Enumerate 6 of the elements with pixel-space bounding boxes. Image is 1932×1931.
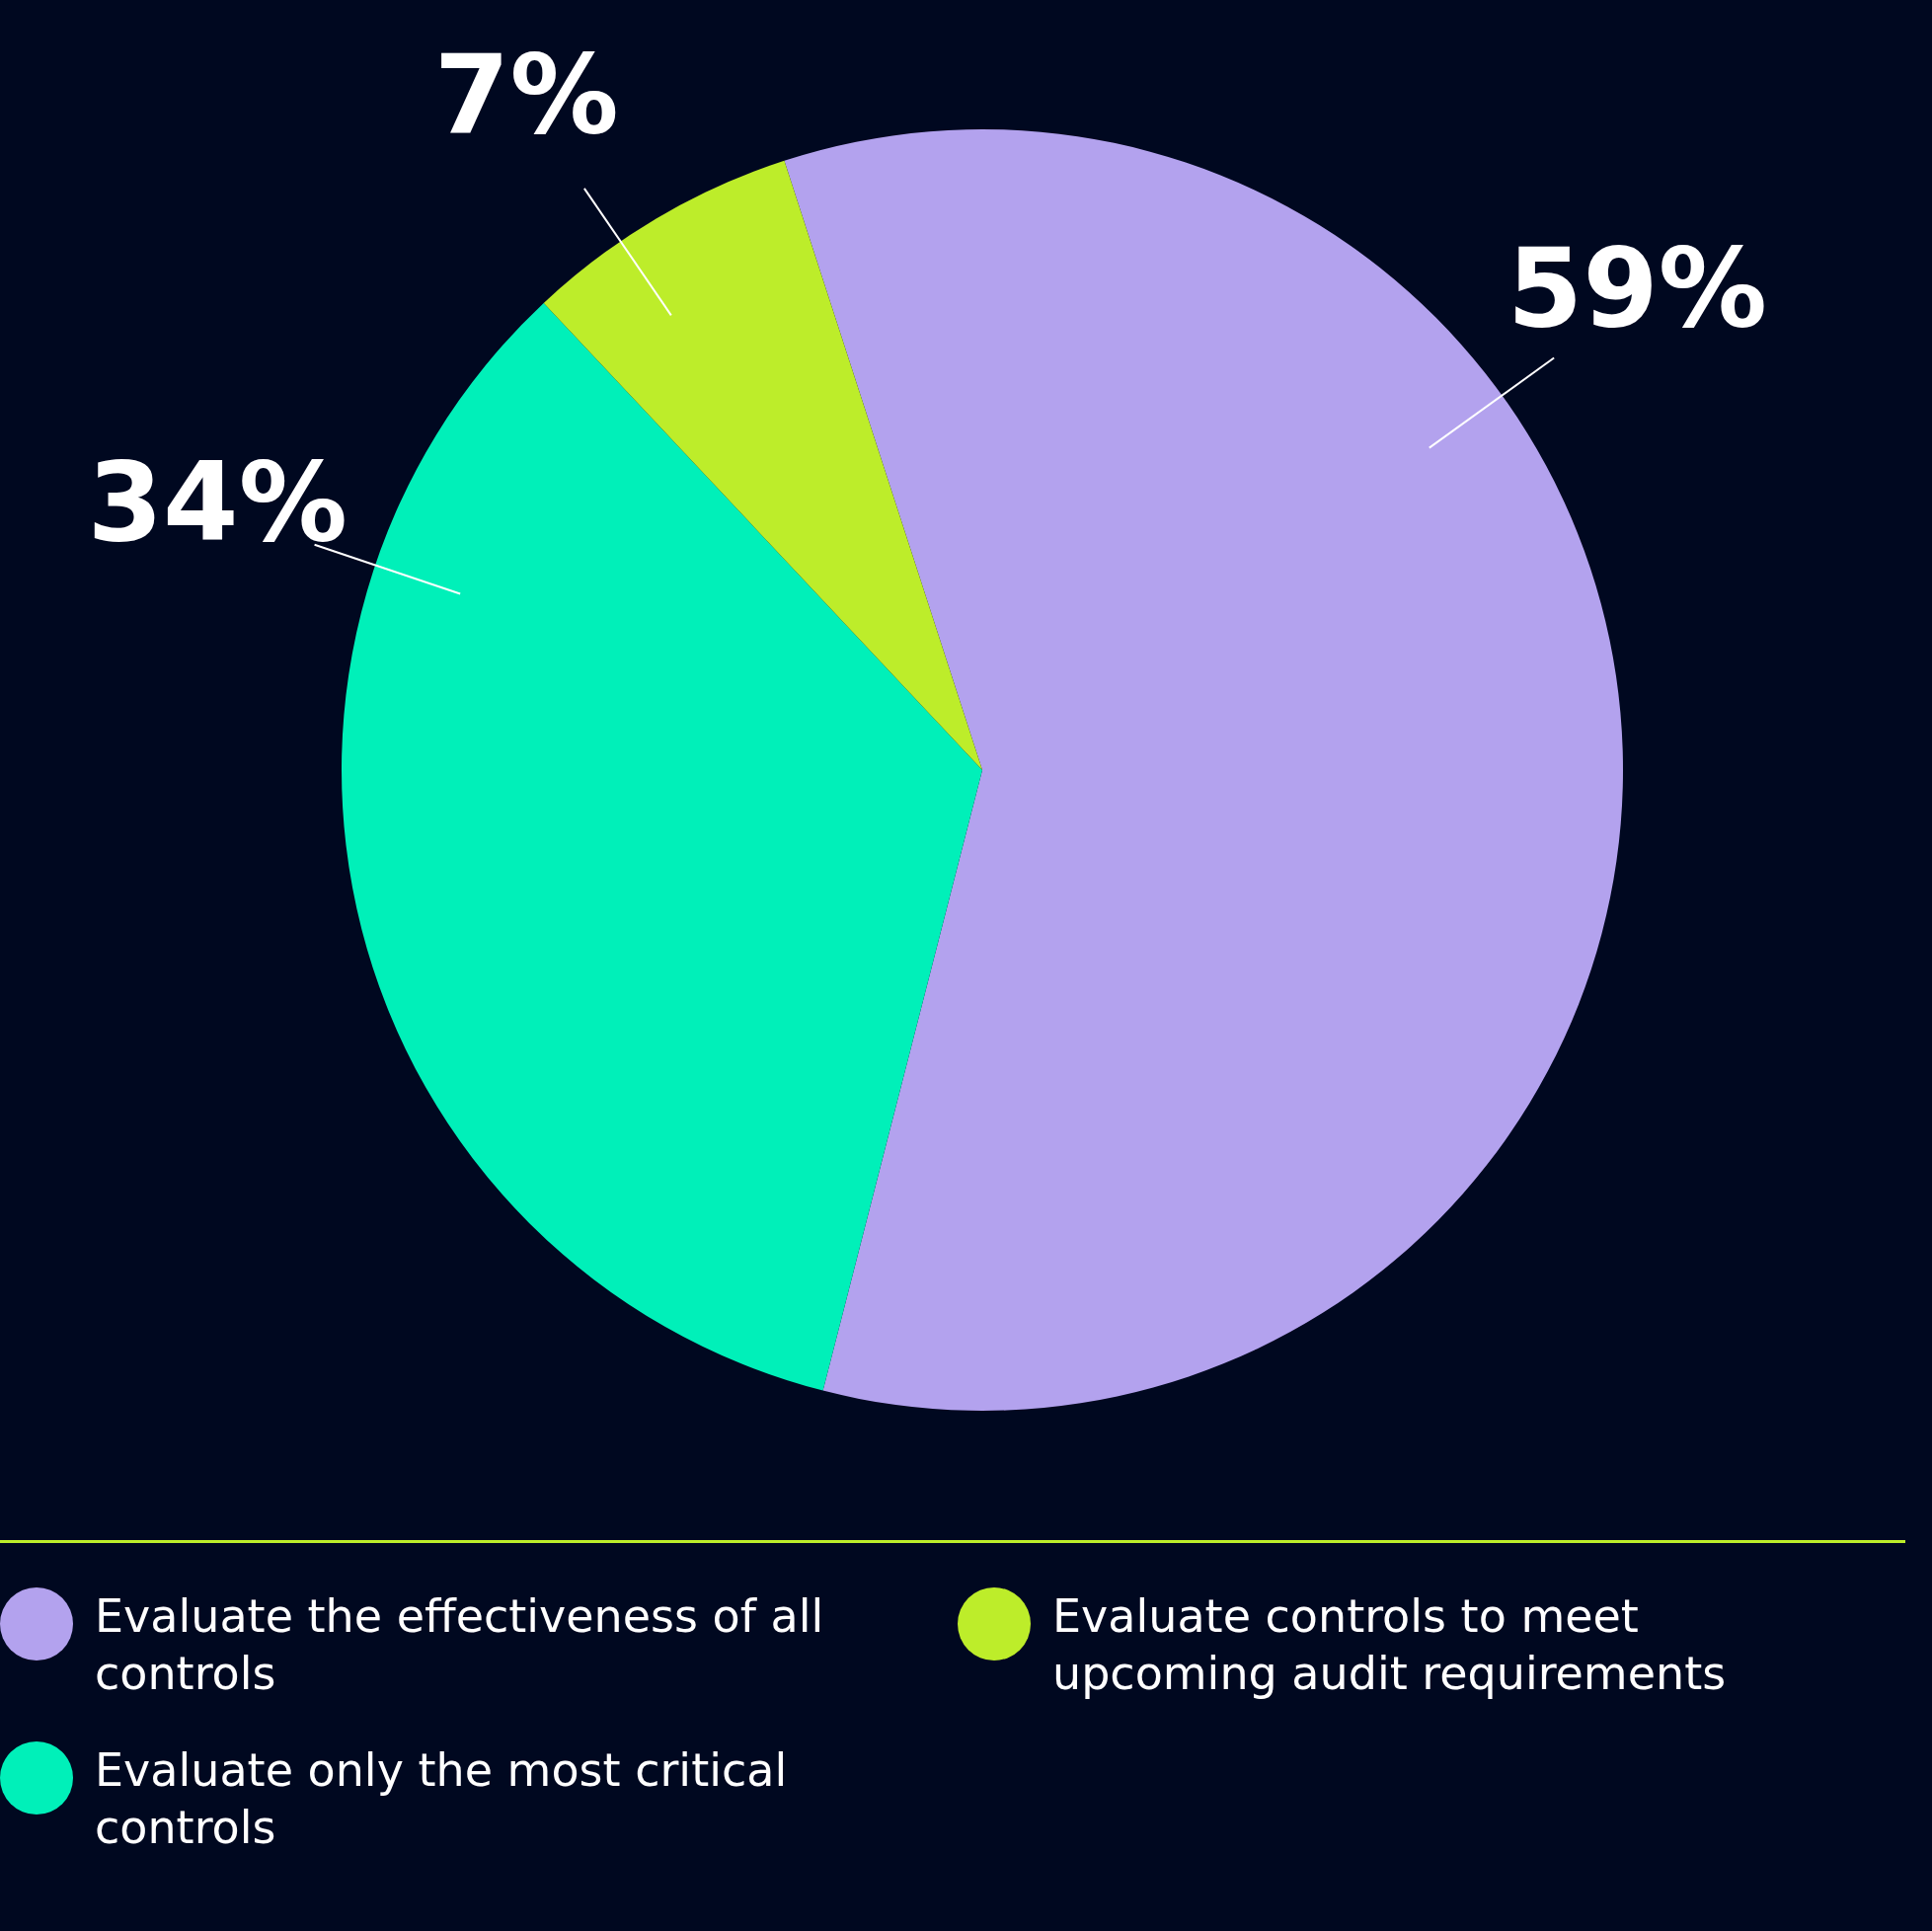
legend-label: Evaluate the effectiveness of all controls xyxy=(95,1588,825,1702)
legend-label: Evaluate only the most critical controls xyxy=(95,1742,789,1856)
legend-label: Evaluate controls to meet upcoming audit requirements xyxy=(1052,1588,1728,1702)
data-label: 59% xyxy=(1507,225,1768,352)
data-label: 34% xyxy=(87,439,348,567)
data-label: 7% xyxy=(433,31,619,158)
